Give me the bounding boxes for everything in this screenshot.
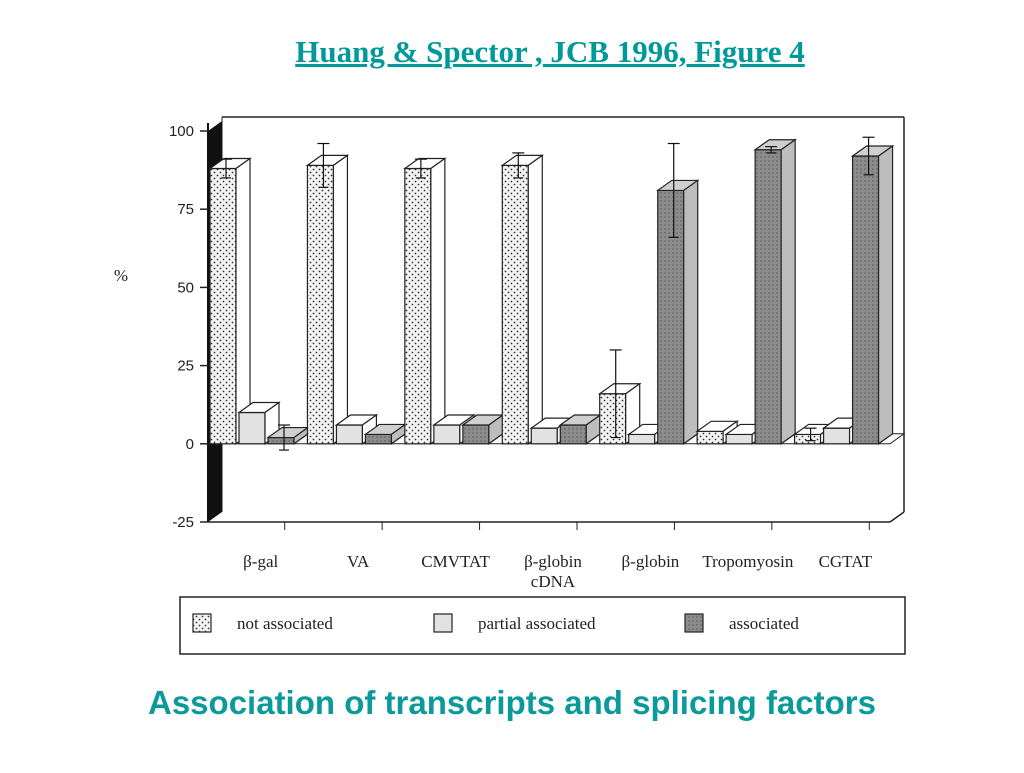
bar-side — [332, 154, 349, 445]
x-tick-label: VA — [347, 552, 370, 571]
bar-associated — [364, 433, 393, 445]
bar-side — [877, 144, 894, 445]
bar-associated — [851, 155, 880, 445]
y-tick-label: 75 — [177, 201, 194, 218]
legend-swatch — [433, 613, 453, 633]
y-tick-label: 50 — [177, 279, 194, 296]
y-axis-label: % — [114, 266, 128, 285]
bar-associated — [462, 424, 490, 445]
bar-side — [527, 154, 543, 445]
bar-side — [430, 157, 446, 445]
bar-side — [235, 157, 251, 445]
bar-partial-associated — [335, 424, 364, 445]
legend-swatch — [684, 613, 704, 633]
bar-not-associated — [599, 393, 627, 445]
legend-label: not associated — [237, 614, 333, 633]
x-tick-label: β-gal — [243, 552, 278, 571]
slide-caption: Association of transcripts and splicing … — [148, 684, 876, 721]
x-axis-depth — [889, 511, 905, 523]
y-tick-label: 100 — [169, 123, 194, 140]
legend-label: partial associated — [478, 614, 596, 633]
y-tick-label: 25 — [177, 358, 194, 375]
x-tick-label: CMVTAT — [421, 552, 490, 571]
x-tick-label: β-globin — [622, 552, 680, 571]
bar-associated — [559, 424, 587, 445]
bar-partial-associated — [628, 433, 656, 445]
bar-not-associated — [209, 167, 237, 445]
y-tick-label: 0 — [186, 436, 194, 453]
x-tick-label: CGTAT — [819, 552, 873, 571]
bar-associated — [657, 189, 685, 445]
bar-partial-associated — [725, 433, 753, 445]
bar-partial-associated — [530, 427, 558, 445]
bar-not-associated — [501, 164, 529, 445]
figure-citation[interactable]: Huang & Spector , JCB 1996, Figure 4 — [295, 34, 805, 69]
bar-partial-associated — [433, 424, 461, 445]
bar-associated — [267, 436, 295, 445]
legend-box — [179, 596, 906, 655]
legend-swatch — [192, 613, 212, 633]
x-tick-label: Tropomyosin — [702, 552, 794, 571]
bar-not-associated — [306, 164, 335, 445]
bar-not-associated — [404, 167, 432, 445]
legend-label: associated — [729, 614, 799, 633]
bar-side — [683, 179, 699, 445]
bar-not-associated — [696, 430, 724, 445]
x-tick-label: β-globin — [524, 552, 582, 571]
x-tick-label: cDNA — [531, 572, 576, 591]
bar-side — [780, 138, 796, 445]
bar-not-associated — [793, 433, 822, 445]
bar-partial-associated — [238, 411, 266, 445]
y-tick-label: -25 — [172, 514, 194, 531]
bar-partial-associated — [822, 427, 851, 445]
bar-associated — [754, 149, 782, 445]
